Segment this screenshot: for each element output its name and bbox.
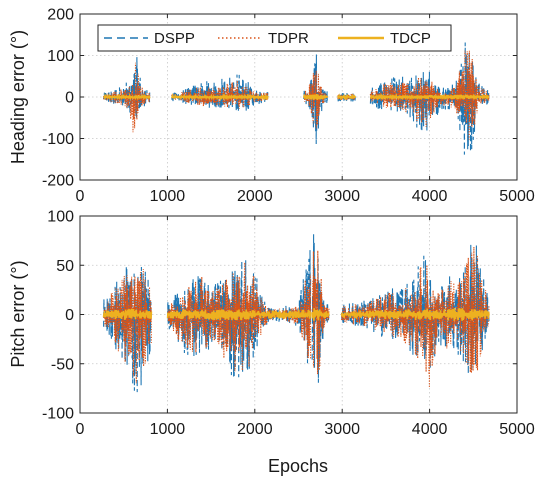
pitch-x-tick-label: 0 bbox=[76, 421, 85, 438]
heading-x-tick-label: 1000 bbox=[150, 188, 186, 205]
pitch-y-tick-label: -100 bbox=[42, 406, 74, 423]
heading-y-ticks: 200 100 0 -100 -200 bbox=[42, 7, 517, 190]
pitch-series-tdcp bbox=[102, 307, 490, 321]
heading-x-ticks: 0 1000 2000 3000 4000 5000 bbox=[76, 14, 535, 205]
heading-y-tick-label: 100 bbox=[47, 48, 74, 65]
pitch-y-tick-label: 0 bbox=[65, 307, 74, 324]
heading-y-tick-label: -100 bbox=[42, 131, 74, 148]
legend-tdpr-label: TDPR bbox=[268, 30, 309, 47]
heading-y-tick-label: 0 bbox=[65, 90, 74, 107]
pitch-x-tick-label: 3000 bbox=[324, 421, 360, 438]
pitch-y-axis-label: Pitch error (°) bbox=[8, 260, 28, 367]
legend-box bbox=[97, 24, 452, 52]
pitch-y-tick-label: 50 bbox=[56, 258, 74, 275]
heading-x-tick-label: 3000 bbox=[324, 188, 360, 205]
pitch-x-tick-label: 5000 bbox=[499, 421, 535, 438]
heading-x-tick-label: 4000 bbox=[412, 188, 448, 205]
heading-y-tick-label: -200 bbox=[42, 173, 74, 190]
pitch-x-tick-label: 2000 bbox=[237, 421, 273, 438]
pitch-y-tick-label: -50 bbox=[51, 356, 74, 373]
pitch-error-panel: 100 50 0 -50 -100 0 1000 2000 3000 4000 5000 Pitc… bbox=[8, 209, 535, 477]
pitch-x-ticks: 0 1000 2000 3000 4000 5000 bbox=[76, 216, 535, 438]
heading-x-tick-label: 5000 bbox=[499, 188, 535, 205]
pitch-y-ticks: 100 50 0 -50 -100 bbox=[42, 209, 517, 423]
heading-x-tick-label: 0 bbox=[76, 188, 85, 205]
heading-y-tick-label: 200 bbox=[47, 7, 74, 24]
legend-dspp-label: DSPP bbox=[154, 30, 195, 47]
pitch-x-tick-label: 4000 bbox=[412, 421, 448, 438]
heading-y-axis-label: Heading error (°) bbox=[8, 30, 28, 164]
heading-series bbox=[103, 42, 490, 155]
pitch-series bbox=[102, 234, 490, 393]
heading-x-tick-label: 2000 bbox=[237, 188, 273, 205]
legend: DSPP TDPR TDCP bbox=[97, 24, 452, 52]
heading-series-tdcp bbox=[103, 92, 490, 102]
legend-tdcp-label: TDCP bbox=[390, 30, 431, 47]
pitch-x-tick-label: 1000 bbox=[150, 421, 186, 438]
pitch-y-tick-label: 100 bbox=[47, 209, 74, 226]
x-axis-label: Epochs bbox=[268, 456, 328, 476]
